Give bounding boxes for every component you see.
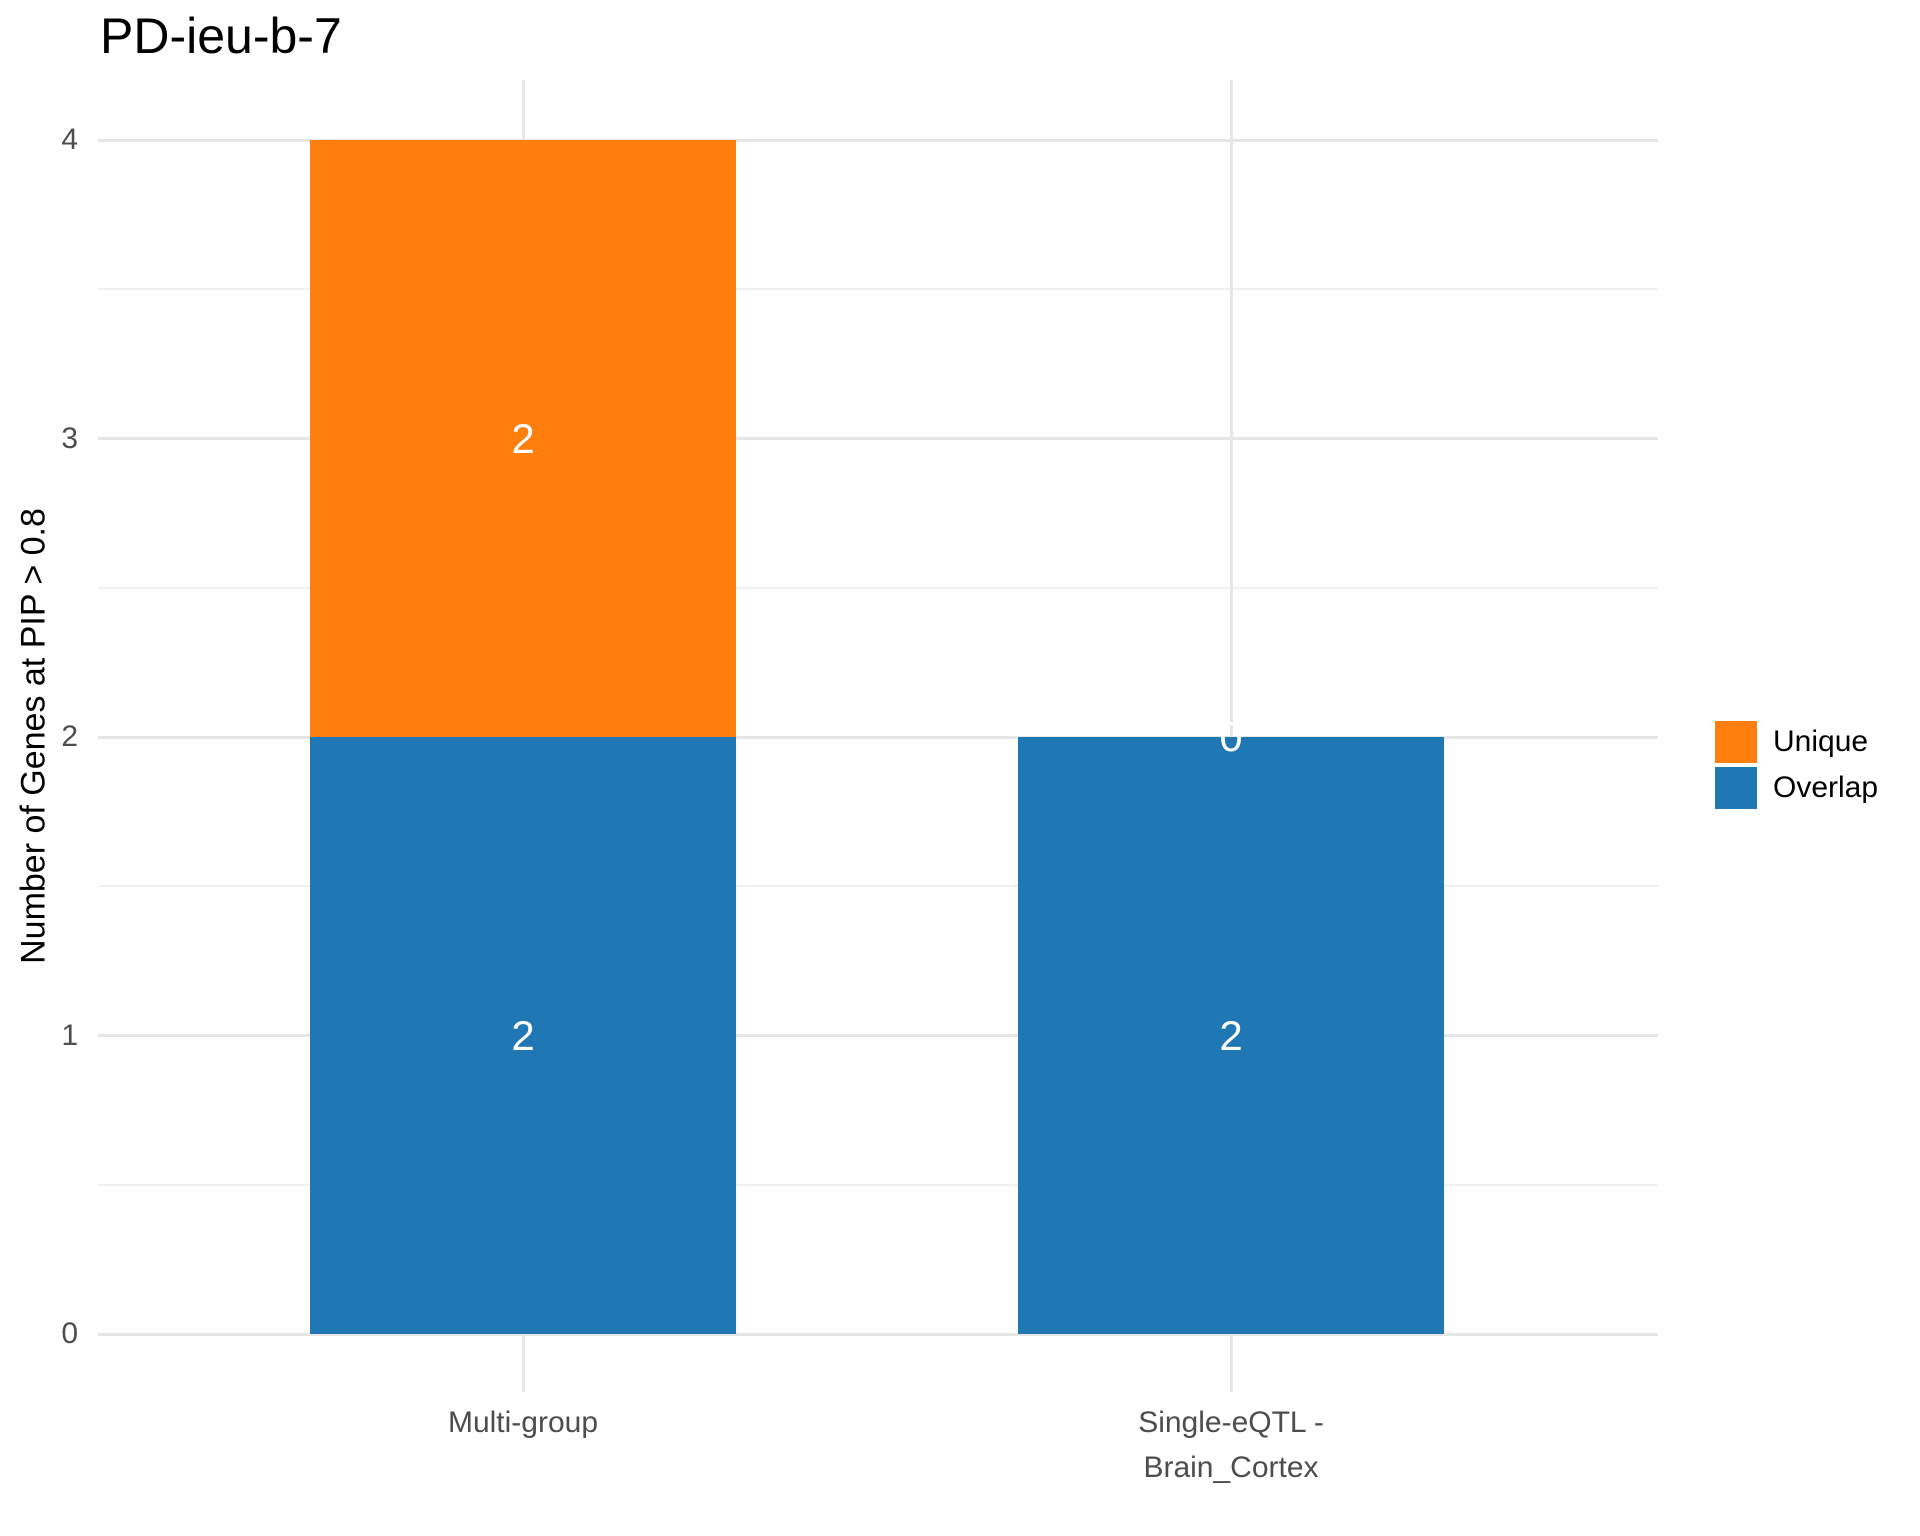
y-tick-label: 1: [61, 1018, 78, 1052]
bar-value-label: 2: [511, 1011, 535, 1059]
x-category-label: Single-eQTL - Brain_Cortex: [1138, 1406, 1324, 1484]
bar-value-label: 2: [1219, 1011, 1243, 1059]
y-tick-label: 3: [61, 421, 78, 455]
gridline-major-vertical: [1229, 80, 1233, 1392]
bar-value-label: 2: [511, 414, 535, 462]
gridline-major-horizontal: [98, 1332, 1658, 1336]
x-category-label: Multi-group: [447, 1406, 599, 1439]
legend-swatch-unique-icon: [1715, 721, 1757, 763]
gridline-minor-horizontal: [98, 586, 1658, 589]
y-tick-label: 2: [61, 720, 78, 753]
gridline-minor-horizontal: [98, 288, 1658, 291]
legend-item-overlap: Overlap: [1715, 767, 1878, 809]
bar-value-label: 0: [1219, 713, 1243, 760]
gridline-minor-horizontal: [98, 1183, 1658, 1186]
legend-item-unique: Unique: [1715, 721, 1878, 763]
bar-segment-unique: [310, 140, 736, 737]
legend-label-unique: Unique: [1773, 725, 1869, 758]
gridline-major-horizontal: [98, 437, 1658, 440]
bar-segment-overlap: [310, 737, 736, 1334]
y-tick-label: 4: [61, 123, 78, 156]
chart-title: PD-ieu-b-7: [100, 8, 342, 64]
bar-segment-overlap: [1018, 737, 1444, 1334]
plot-panel: 2 2 2 0: [98, 80, 1658, 1392]
legend-swatch-overlap-icon: [1715, 767, 1757, 809]
gridline-major-horizontal: [98, 138, 1658, 142]
legend: Unique Overlap: [1715, 721, 1878, 809]
gridline-major-horizontal: [98, 735, 1658, 739]
gridline-major-horizontal: [98, 1034, 1658, 1037]
gridline-minor-horizontal: [98, 885, 1658, 888]
legend-label-overlap: Overlap: [1773, 771, 1879, 804]
y-tick-label: 0: [61, 1317, 78, 1350]
